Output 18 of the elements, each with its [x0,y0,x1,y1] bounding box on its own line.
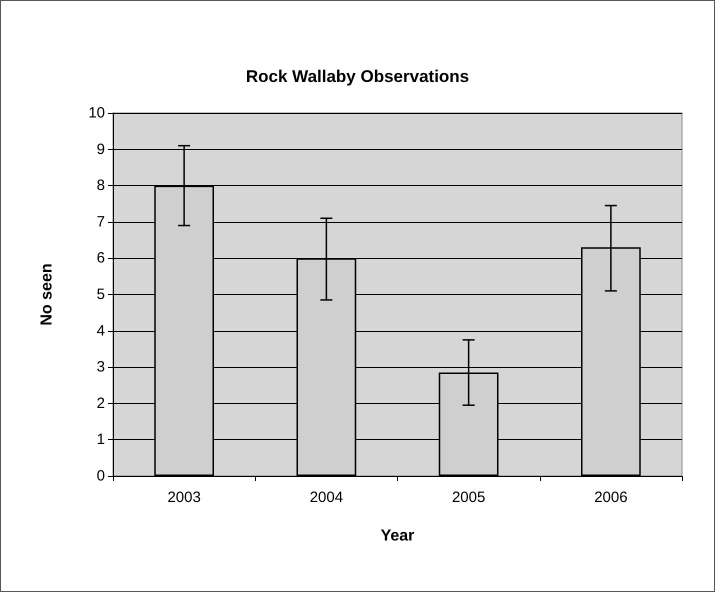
x-tick-label: 2006 [594,489,628,506]
y-tick-label: 10 [88,104,105,122]
y-tick-label: 1 [96,431,105,448]
y-axis-title: No seen [38,263,56,326]
x-axis-title: Year [380,528,414,544]
chart-title: Rock Wallaby Observations [246,67,470,86]
y-tick-label: 5 [96,286,105,303]
x-tick-label: 2004 [310,489,344,506]
y-tick-label: 0 [96,468,105,484]
x-tick-label: 2003 [167,489,201,506]
x-tick-label: 2005 [452,489,486,506]
y-tick-label: 3 [96,358,105,376]
y-tick-label: 4 [96,322,105,340]
y-tick-label: 9 [96,140,105,158]
y-tick-label: 8 [96,177,105,194]
y-tick-label: 2 [96,394,105,412]
y-tick-label: 6 [96,250,105,267]
y-tick-label: 7 [96,213,105,230]
